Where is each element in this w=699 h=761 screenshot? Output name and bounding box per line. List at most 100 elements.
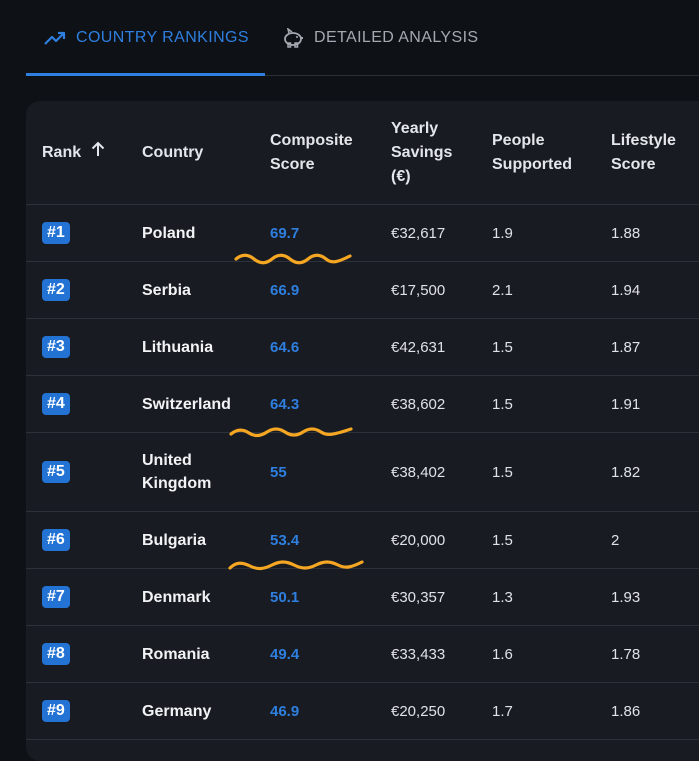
rankings-table: Rank Country Composite Score Yearly Savi… <box>26 101 699 761</box>
savings-header-line2: Savings <box>391 144 453 161</box>
composite-score-cell: 64.6 <box>270 319 299 375</box>
lifestyle-score-cell: 1.93 <box>611 569 640 625</box>
rank-cell: #1 <box>42 205 70 261</box>
country-name: Bulgaria <box>142 531 207 549</box>
table-row[interactable]: #3 Lithuania 64.6 €42,631 1.5 1.87 <box>26 319 699 376</box>
rank-badge: #7 <box>42 586 70 608</box>
lifestyle-score: 1.91 <box>611 395 641 413</box>
country-cell: Romania <box>142 626 210 682</box>
country-cell: Switzerland <box>142 376 231 432</box>
sort-ascending-icon[interactable] <box>91 141 105 165</box>
table-row[interactable]: #8 Romania 49.4 €33,433 1.6 1.78 <box>26 626 699 683</box>
people-supported-cell: 1.7 <box>492 683 513 739</box>
rank-badge: #1 <box>42 222 70 244</box>
country-name: Denmark <box>142 588 211 606</box>
composite-score: 55 <box>270 463 287 481</box>
table-row[interactable]: #4 Switzerland 64.3 €38,602 1.5 1.91 <box>26 376 699 433</box>
lifestyle-header-line1: Lifestyle <box>611 132 676 149</box>
people-supported-cell: 1.5 <box>492 319 513 375</box>
people-supported-cell: 1.9 <box>492 205 513 261</box>
column-header-people-supported[interactable]: People Supported <box>492 101 572 205</box>
yearly-savings-cell: €38,602 <box>391 376 445 432</box>
composite-score: 46.9 <box>270 702 300 720</box>
piggy-bank-icon <box>282 28 304 48</box>
composite-score: 66.9 <box>270 281 300 299</box>
column-header-country[interactable]: Country <box>142 101 203 205</box>
active-tab-indicator <box>26 73 265 76</box>
column-header-yearly-savings[interactable]: Yearly Savings (€) <box>391 101 452 205</box>
people-supported: 1.5 <box>492 531 513 549</box>
composite-score: 50.1 <box>270 588 300 606</box>
rank-cell: #9 <box>42 683 70 739</box>
country-cell: Denmark <box>142 569 210 625</box>
country-name-line2: Kingdom <box>142 475 212 492</box>
composite-score: 64.3 <box>270 395 300 413</box>
tab-country-rankings[interactable]: COUNTRY RANKINGS <box>44 0 249 76</box>
country-name: Lithuania <box>142 338 214 356</box>
composite-score-cell: 50.1 <box>270 569 299 625</box>
lifestyle-score: 1.82 <box>611 463 641 481</box>
people-supported: 1.5 <box>492 395 513 413</box>
country-name: Switzerland <box>142 395 231 413</box>
lifestyle-score-cell: 1.82 <box>611 433 640 511</box>
tab-detailed-analysis[interactable]: DETAILED ANALYSIS <box>282 0 479 76</box>
country-name-wrap: United Kingdom <box>142 449 211 495</box>
composite-score: 53.4 <box>270 531 300 549</box>
table-row[interactable]: #6 Bulgaria 53.4 €20,000 1.5 2 <box>26 512 699 569</box>
lifestyle-score: 1.93 <box>611 588 641 606</box>
yearly-savings: €32,617 <box>391 224 446 242</box>
table-header: Rank Country Composite Score Yearly Savi… <box>26 101 699 205</box>
country-header-label: Country <box>142 144 204 161</box>
country-cell: Germany <box>142 683 211 739</box>
people-supported-cell: 1.3 <box>492 569 513 625</box>
lifestyle-score: 1.88 <box>611 224 641 242</box>
composite-score-cell: 53.4 <box>270 512 299 568</box>
column-header-lifestyle-score[interactable]: Lifestyle Score <box>611 101 676 205</box>
lifestyle-score: 1.87 <box>611 338 641 356</box>
yearly-savings-cell: €38,402 <box>391 433 445 511</box>
country-cell: Poland <box>142 205 195 261</box>
rank-cell: #8 <box>42 626 70 682</box>
rank-cell: #4 <box>42 376 70 432</box>
column-header-rank[interactable]: Rank <box>42 101 105 205</box>
column-header-composite-score[interactable]: Composite Score <box>270 101 353 205</box>
tab-bar: COUNTRY RANKINGS DETAILED ANALYSIS <box>26 0 699 76</box>
yearly-savings-cell: €20,250 <box>391 683 445 739</box>
yearly-savings-cell: €17,500 <box>391 262 445 318</box>
savings-header-line1: Yearly <box>391 120 439 137</box>
table-row[interactable]: #2 Serbia 66.9 €17,500 2.1 1.94 <box>26 262 699 319</box>
tab-country-rankings-label: COUNTRY RANKINGS <box>76 29 249 46</box>
country-name: Serbia <box>142 281 191 299</box>
people-supported-cell: 1.5 <box>492 512 513 568</box>
rank-badge: #6 <box>42 529 70 551</box>
rank-header-label: Rank <box>42 144 82 161</box>
people-supported: 1.3 <box>492 588 513 606</box>
people-header-line1: People <box>492 132 545 149</box>
table-row[interactable]: #7 Denmark 50.1 €30,357 1.3 1.93 <box>26 569 699 626</box>
composite-score: 49.4 <box>270 645 300 663</box>
rank-badge: #8 <box>42 643 70 665</box>
table-row[interactable]: #5 United Kingdom 55 €38,402 1.5 1.82 <box>26 433 699 512</box>
yearly-savings: €20,250 <box>391 702 446 720</box>
table-row[interactable]: #9 Germany 46.9 €20,250 1.7 1.86 <box>26 683 699 740</box>
lifestyle-score-cell: 1.91 <box>611 376 640 432</box>
lifestyle-score-cell: 1.78 <box>611 626 640 682</box>
rank-badge: #2 <box>42 279 70 301</box>
country-cell: United Kingdom <box>142 433 211 511</box>
yearly-savings: €42,631 <box>391 338 446 356</box>
country-name: Romania <box>142 645 210 663</box>
composite-score-cell: 64.3 <box>270 376 299 432</box>
trending-up-icon <box>44 30 66 46</box>
people-supported: 1.6 <box>492 645 513 663</box>
rank-cell: #7 <box>42 569 70 625</box>
lifestyle-score-cell: 2 <box>611 512 619 568</box>
composite-score-cell: 69.7 <box>270 205 299 261</box>
people-supported: 1.5 <box>492 338 513 356</box>
people-supported-cell: 2.1 <box>492 262 513 318</box>
people-supported-cell: 1.6 <box>492 626 513 682</box>
country-cell: Lithuania <box>142 319 213 375</box>
rank-badge: #5 <box>42 461 70 483</box>
country-name: Germany <box>142 702 212 720</box>
table-row[interactable]: #1 Poland 69.7 €32,617 1.9 1.88 <box>26 205 699 262</box>
yearly-savings-cell: €30,357 <box>391 569 445 625</box>
